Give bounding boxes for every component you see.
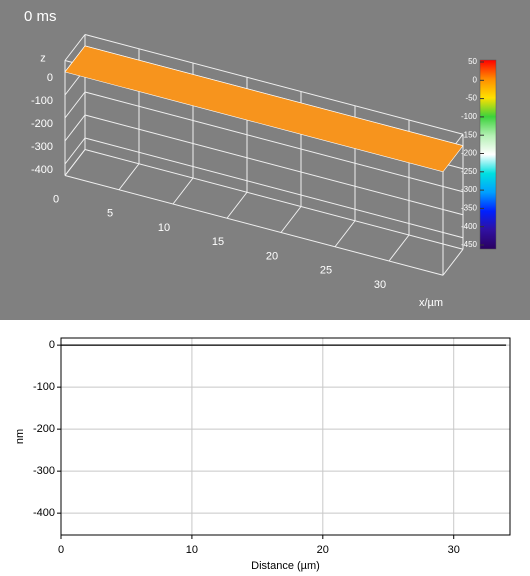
grid-line — [64, 114, 86, 142]
colorbar-tick-label: -200 — [461, 149, 478, 158]
y-axis-label: nm — [14, 429, 26, 444]
colorbar-tick-label: -300 — [461, 185, 478, 194]
grid-line — [118, 163, 140, 191]
time-label: 0 ms — [24, 8, 57, 25]
colorbar-tick-label: 0 — [473, 75, 478, 84]
grid-line — [388, 234, 410, 262]
surface — [64, 45, 464, 173]
grid-line — [172, 177, 194, 205]
colorbar-tick-label: -50 — [465, 94, 477, 103]
x-tick-label: 20 — [317, 544, 329, 556]
colorbar-tick-label: -400 — [461, 222, 478, 231]
plot2d-panel — [0, 320, 530, 576]
z-tick-label: -300 — [31, 141, 53, 153]
colorbar-tick-label: -100 — [461, 112, 478, 121]
y-tick-label: 0 — [49, 339, 55, 351]
box-edge — [442, 248, 464, 276]
colorbar-tick-label: -350 — [461, 204, 478, 213]
colorbar-tick-label: 50 — [468, 57, 477, 66]
z-tick-label: -200 — [31, 118, 53, 130]
x-axis-label: x/µm — [419, 297, 443, 309]
plot-frame — [60, 337, 511, 536]
z-tick-label: 0 — [47, 72, 53, 84]
x-tick-label: 30 — [374, 279, 386, 291]
x-tick-label: 30 — [448, 544, 460, 556]
box-edge — [84, 149, 464, 250]
box-edge — [84, 34, 464, 135]
grid-line — [280, 206, 302, 233]
box-edge — [64, 175, 444, 276]
grid-line — [84, 137, 464, 239]
colorbar — [479, 59, 497, 250]
colorbar-tick-label: -450 — [461, 240, 478, 249]
x-tick-label: 10 — [158, 222, 170, 234]
grid-line — [64, 137, 86, 165]
box-edge — [64, 34, 86, 61]
y-tick-label: -300 — [33, 465, 55, 477]
z-tick-label: -100 — [31, 95, 53, 107]
z-tick-label: -400 — [31, 164, 53, 176]
x-tick-label: 10 — [186, 544, 198, 556]
box-edge — [64, 149, 86, 176]
y-tick-label: -200 — [33, 423, 55, 435]
x-tick-label: 0 — [58, 544, 64, 556]
grid-line — [64, 91, 86, 119]
y-tick-label: -400 — [33, 507, 55, 519]
grid-line — [84, 114, 464, 216]
colorbar-tick-label: -250 — [461, 167, 478, 176]
x-tick-label: 15 — [212, 236, 224, 248]
grid-line — [226, 191, 248, 219]
x-axis-label: Distance (µm) — [251, 560, 320, 572]
x-tick-label: 0 — [53, 193, 59, 205]
grid-line — [334, 220, 356, 248]
y-tick-label: -100 — [33, 381, 55, 393]
colorbar-tick-label: -150 — [461, 130, 478, 139]
grid-line — [84, 91, 464, 193]
x-tick-label: 5 — [107, 208, 113, 220]
x-tick-label: 20 — [266, 250, 278, 262]
z-axis-label: z — [40, 52, 46, 64]
x-tick-label: 25 — [320, 265, 332, 277]
